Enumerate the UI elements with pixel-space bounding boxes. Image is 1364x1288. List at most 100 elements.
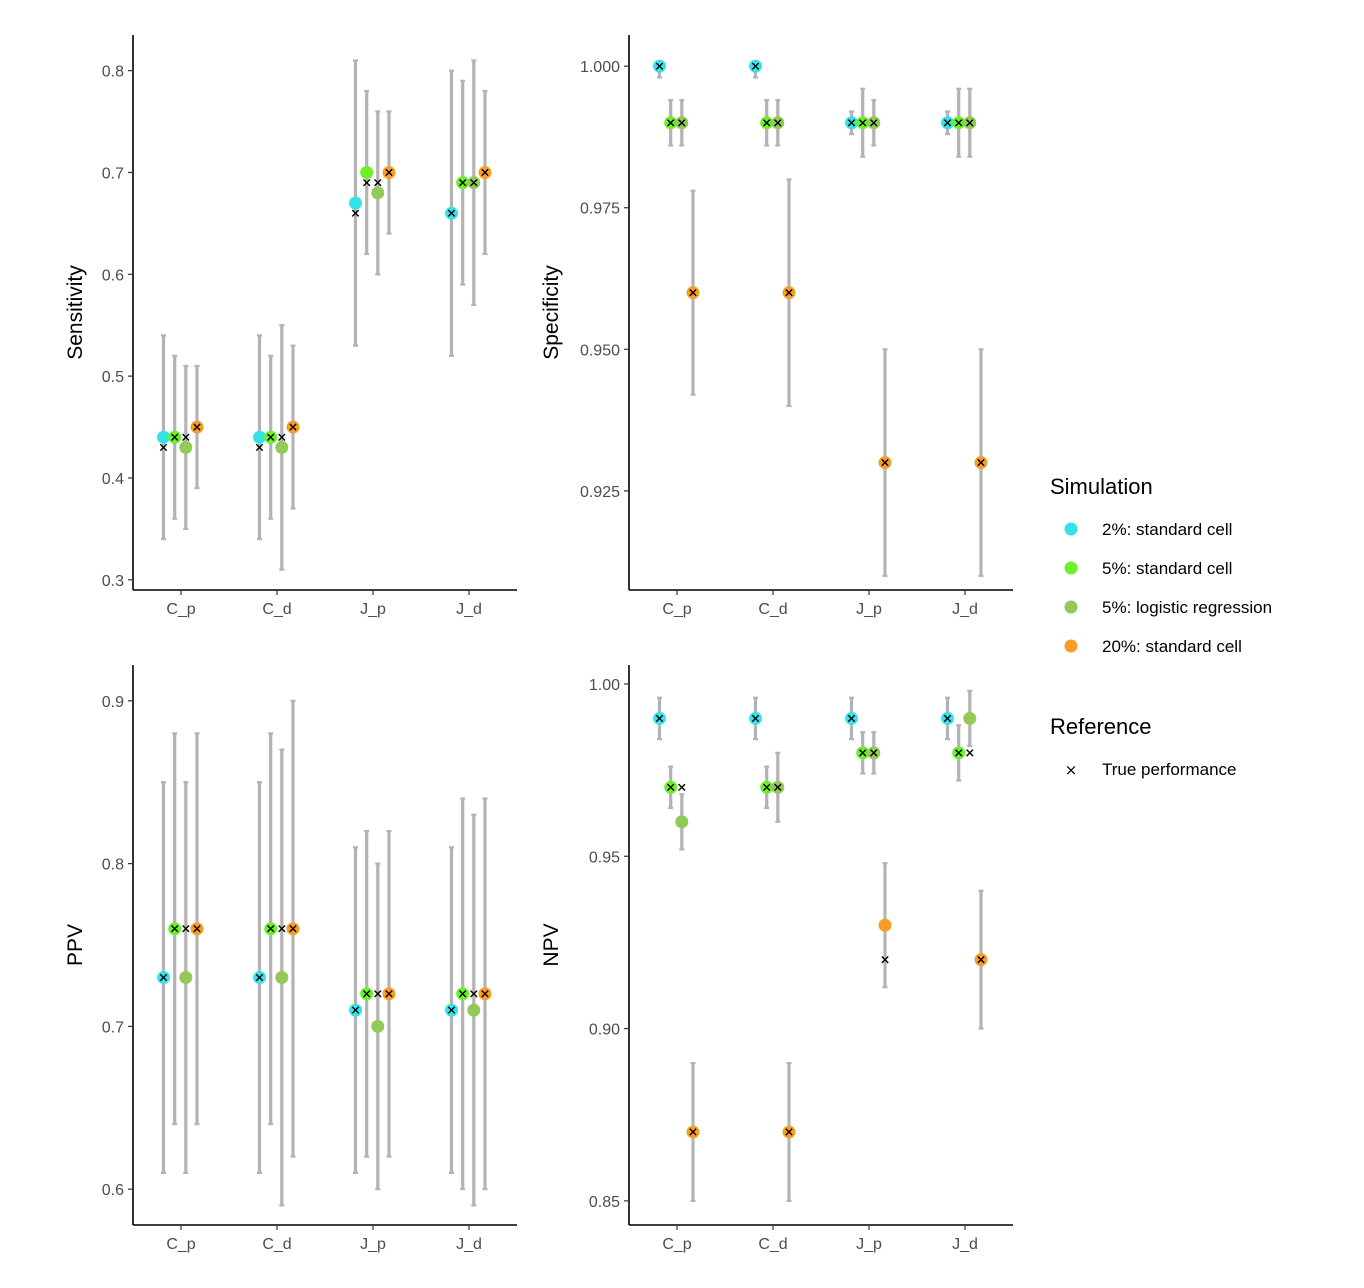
cross-icon: × <box>1065 761 1078 779</box>
legend-label-2pct-standard-cell: 2%: standard cell <box>1102 520 1232 539</box>
ppv-point-5pct-logistic-regression <box>371 1019 385 1033</box>
ppv-true-performance-marker <box>447 1006 456 1014</box>
specificity-x-tick-label: C_p <box>662 601 691 618</box>
ppv-true-performance-marker <box>363 990 371 998</box>
npv-true-performance-marker <box>751 714 760 723</box>
ppv-point-5pct-logistic-regression <box>467 1003 481 1017</box>
sensitivity-point-5pct-logistic-regression <box>275 440 289 454</box>
specificity-true-performance-marker <box>667 119 675 127</box>
sensitivity-true-performance-marker <box>351 209 360 217</box>
ppv-point-5pct-logistic-regression <box>179 971 193 985</box>
specificity-y-tick-label: 0.925 <box>580 484 620 501</box>
ppv-x-tick-label: C_d <box>262 1236 291 1253</box>
specificity-true-performance-marker <box>870 119 878 127</box>
legend-item-20pct-standard-cell: 20%: standard cell <box>1064 637 1242 656</box>
sensitivity-true-performance-marker <box>470 178 478 187</box>
sensitivity-true-performance-marker <box>385 168 393 177</box>
sensitivity-y-tick-label: 0.3 <box>102 573 124 590</box>
specificity-true-performance-marker <box>966 119 974 127</box>
sensitivity-y-tick-label: 0.5 <box>102 369 124 386</box>
ppv-true-performance-marker <box>459 990 467 998</box>
sensitivity-true-performance-marker <box>171 433 179 441</box>
specificity-true-performance-marker <box>763 119 771 127</box>
ppv-point-5pct-logistic-regression <box>275 971 289 985</box>
legend-swatch-2pct-standard-cell <box>1064 522 1078 536</box>
ppv-true-performance-marker <box>351 1006 360 1014</box>
legend-label-5pct-standard-cell: 5%: standard cell <box>1102 559 1232 578</box>
specificity-true-performance-marker <box>655 62 664 70</box>
sensitivity-x-tick-label: C_p <box>166 601 195 618</box>
legend-swatch-20pct-standard-cell <box>1064 639 1078 653</box>
sensitivity-true-performance-marker <box>481 168 489 177</box>
specificity-x-tick-label: J_d <box>952 601 978 618</box>
sensitivity-x-tick-label: J_d <box>456 601 482 618</box>
specificity-true-performance-marker <box>847 119 856 127</box>
ppv-true-performance-marker <box>374 990 382 998</box>
npv-true-performance-marker <box>859 749 867 757</box>
specificity-x-tick-label: C_d <box>758 601 787 618</box>
legend-item-5pct-logistic-regression: 5%: logistic regression <box>1064 598 1272 617</box>
sensitivity-x-tick-label: J_p <box>360 601 386 618</box>
npv-x-tick-label: J_d <box>952 1236 978 1253</box>
legend: Simulation 2%: standard cell 5%: standar… <box>1050 474 1272 779</box>
specificity-true-performance-marker <box>785 288 793 297</box>
sensitivity-true-performance-marker <box>289 423 297 431</box>
sensitivity-true-performance-marker <box>374 178 382 187</box>
legend-label-5pct-logistic-regression: 5%: logistic regression <box>1102 598 1272 617</box>
npv-x-tick-label: C_d <box>758 1236 787 1253</box>
ppv-true-performance-marker <box>193 925 201 933</box>
sensitivity-true-performance-marker <box>255 443 264 452</box>
npv-true-performance-marker <box>881 955 889 964</box>
ppv-true-performance-marker <box>182 925 190 933</box>
legend-swatch-5pct-logistic-regression <box>1064 600 1078 614</box>
ppv-axis-title: PPV <box>64 924 87 966</box>
npv-true-performance-marker <box>774 783 782 792</box>
sensitivity-point-5pct-standard-cell <box>360 165 374 179</box>
npv-true-performance-marker <box>977 955 985 964</box>
specificity-true-performance-marker <box>881 458 889 467</box>
specificity-y-tick-label: 0.975 <box>580 201 620 218</box>
sensitivity-point-5pct-logistic-regression <box>179 440 193 454</box>
sensitivity-true-performance-marker <box>159 443 168 452</box>
ppv-true-performance-marker <box>470 990 478 998</box>
specificity-y-tick-label: 1.000 <box>580 59 620 76</box>
sensitivity-panel: 0.3 0.4 0.5 0.6 0.7 0.8 C_p C_d J_p J_d Sensitivit… <box>64 35 517 618</box>
sensitivity-point-2pct-standard-cell <box>253 430 266 444</box>
sensitivity-true-performance-marker <box>447 209 456 217</box>
npv-true-performance-marker <box>763 783 771 792</box>
npv-axis-title: NPV <box>540 923 563 966</box>
ppv-true-performance-marker <box>255 973 264 982</box>
npv-y-tick-label: 0.90 <box>589 1022 620 1039</box>
specificity-true-performance-marker <box>955 119 963 127</box>
ppv-true-performance-marker <box>481 990 489 998</box>
ppv-x-tick-label: C_p <box>166 1236 195 1253</box>
sensitivity-y-tick-label: 0.7 <box>102 165 124 182</box>
ppv-y-tick-label: 0.8 <box>102 857 124 874</box>
npv-true-performance-marker <box>955 749 963 757</box>
npv-y-tick-label: 1.00 <box>589 677 620 694</box>
npv-x-tick-label: C_p <box>662 1236 691 1253</box>
ppv-x-tick-label: J_d <box>456 1236 482 1253</box>
npv-point-5pct-logistic-regression <box>963 711 977 725</box>
npv-point-20pct-standard-cell <box>878 918 892 932</box>
specificity-panel: 0.925 0.950 0.975 1.000 C_p C_d J_p J_d Specific… <box>540 35 1013 618</box>
npv-true-performance-marker <box>667 783 675 792</box>
specificity-axis-title: Specificity <box>540 265 563 360</box>
sensitivity-point-2pct-standard-cell <box>349 196 362 210</box>
sensitivity-point-5pct-logistic-regression <box>371 186 385 200</box>
specificity-true-performance-marker <box>943 119 952 127</box>
npv-true-performance-marker <box>678 783 686 792</box>
sensitivity-point-2pct-standard-cell <box>157 430 170 444</box>
specificity-true-performance-marker <box>774 119 782 127</box>
legend-swatch-5pct-standard-cell <box>1064 561 1078 575</box>
ppv-true-performance-marker <box>385 990 393 998</box>
sensitivity-y-tick-label: 0.6 <box>102 267 124 284</box>
npv-true-performance-marker <box>847 714 856 723</box>
ppv-y-tick-label: 0.9 <box>102 694 124 711</box>
specificity-y-tick-label: 0.950 <box>580 342 620 359</box>
npv-true-performance-marker <box>870 749 878 757</box>
legend-item-2pct-standard-cell: 2%: standard cell <box>1064 520 1232 539</box>
legend-item-true-performance: × True performance <box>1065 760 1237 779</box>
sensitivity-y-tick-label: 0.8 <box>102 64 124 81</box>
